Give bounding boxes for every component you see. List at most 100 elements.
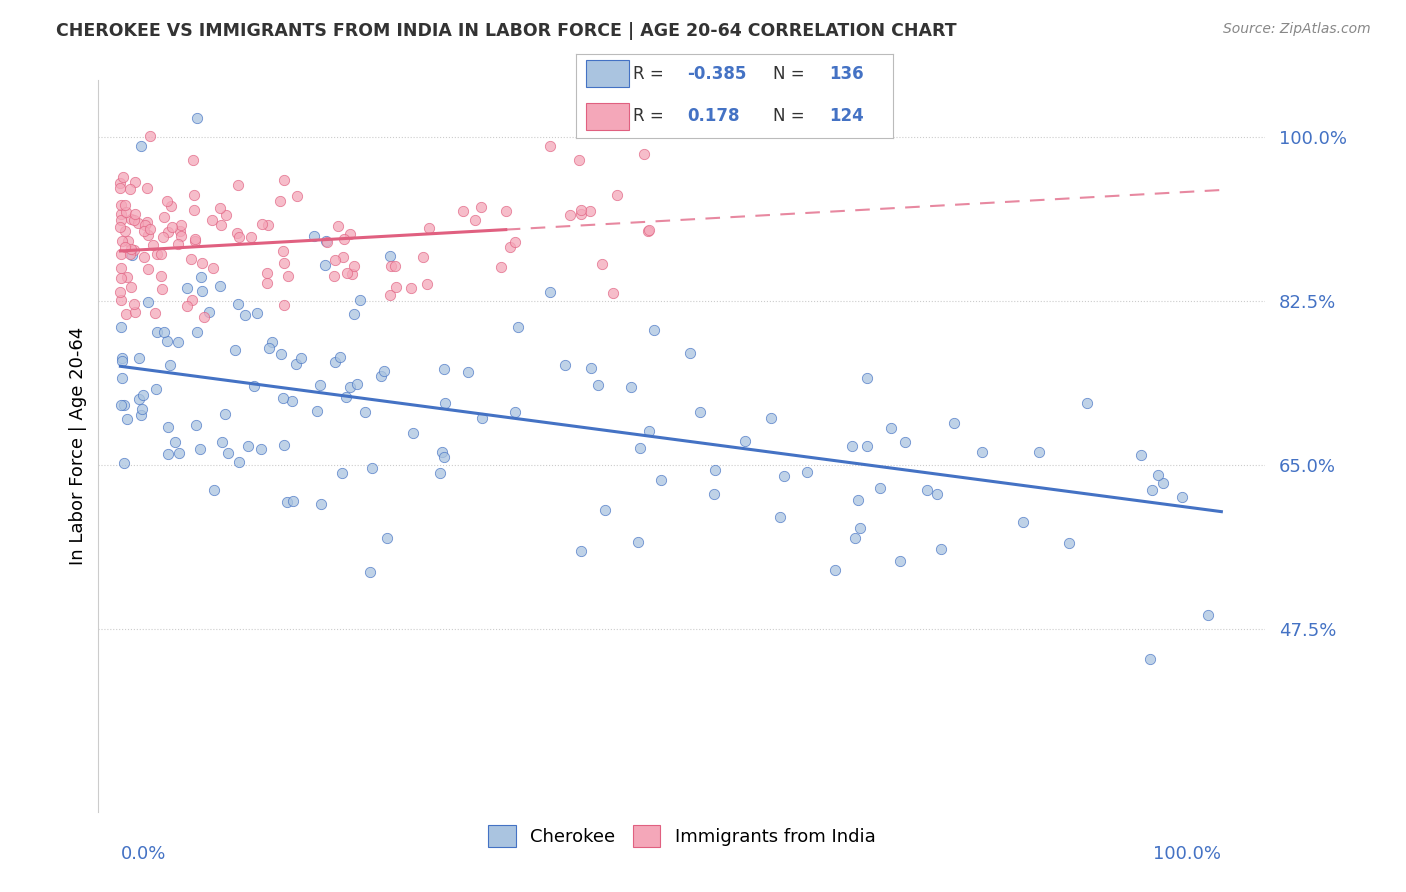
Point <box>127 216 149 230</box>
Text: CHEROKEE VS IMMIGRANTS FROM INDIA IN LABOR FORCE | AGE 20-64 CORRELATION CHART: CHEROKEE VS IMMIGRANTS FROM INDIA IN LAB… <box>56 22 957 40</box>
Point <box>170 218 193 232</box>
Point <box>579 203 602 218</box>
Point <box>503 404 526 418</box>
Point <box>704 463 727 477</box>
Point <box>184 418 207 433</box>
Point <box>281 394 304 409</box>
Point <box>315 235 337 249</box>
Text: -0.385: -0.385 <box>688 65 747 83</box>
Point <box>169 228 191 243</box>
Point <box>209 201 232 215</box>
Point <box>538 139 561 153</box>
Point <box>120 212 142 227</box>
Point <box>342 307 364 321</box>
Point <box>156 334 179 349</box>
Point <box>110 293 132 308</box>
Point <box>269 194 291 209</box>
Point <box>110 271 132 285</box>
Point <box>434 396 457 410</box>
Text: Source: ZipAtlas.com: Source: ZipAtlas.com <box>1223 22 1371 37</box>
Point <box>1057 535 1080 549</box>
Point <box>226 178 249 192</box>
Point <box>132 388 155 402</box>
Point <box>856 439 879 453</box>
Point <box>150 268 173 283</box>
Point <box>143 306 166 320</box>
Point <box>385 280 408 294</box>
Point <box>894 434 917 449</box>
Point <box>167 236 190 251</box>
Point <box>159 199 181 213</box>
Point <box>433 362 456 376</box>
Point <box>336 266 359 280</box>
Point <box>176 281 198 295</box>
Point <box>314 259 336 273</box>
Point <box>128 351 150 366</box>
Point <box>186 111 208 125</box>
Point <box>122 243 145 257</box>
Point <box>602 285 624 300</box>
Point <box>315 234 337 248</box>
Point <box>276 494 298 508</box>
Point <box>929 542 952 557</box>
Point <box>166 334 188 349</box>
Point <box>242 379 264 393</box>
Point <box>135 215 157 229</box>
Point <box>120 242 142 256</box>
Point <box>627 535 650 549</box>
Legend: Cherokee, Immigrants from India: Cherokee, Immigrants from India <box>481 817 883 854</box>
Point <box>239 230 262 244</box>
Point <box>110 247 132 261</box>
Point <box>849 521 872 535</box>
Point <box>224 343 246 357</box>
Point <box>633 147 655 161</box>
Point <box>637 224 659 238</box>
Point <box>111 370 134 384</box>
Point <box>114 205 136 219</box>
Point <box>373 364 395 378</box>
Point <box>273 173 295 187</box>
Text: 100.0%: 100.0% <box>1153 845 1222 863</box>
Point <box>202 261 225 276</box>
Point <box>277 269 299 284</box>
Point <box>159 359 181 373</box>
Point <box>228 297 250 311</box>
Point <box>273 298 295 312</box>
Point <box>638 223 661 237</box>
Point <box>111 351 134 366</box>
Point <box>869 481 891 495</box>
Point <box>193 310 215 325</box>
Bar <box>586 61 630 87</box>
Point <box>505 235 527 249</box>
Point <box>110 198 132 212</box>
Point <box>150 247 173 261</box>
Point <box>114 198 136 212</box>
Point <box>260 334 283 349</box>
Point <box>131 401 153 416</box>
Point <box>117 234 139 248</box>
Point <box>606 188 628 202</box>
Point <box>273 438 295 452</box>
Point <box>630 441 652 455</box>
Point <box>429 466 451 480</box>
Point <box>153 210 176 224</box>
Point <box>112 398 135 412</box>
Point <box>145 382 167 396</box>
Point <box>124 206 146 220</box>
Point <box>120 280 142 294</box>
Point <box>256 276 278 290</box>
Point <box>380 259 402 273</box>
Point <box>339 380 361 394</box>
Point <box>270 347 292 361</box>
Text: 0.178: 0.178 <box>688 107 740 125</box>
Point <box>354 405 377 419</box>
Point <box>183 234 205 248</box>
Point <box>183 188 205 202</box>
Text: R =: R = <box>633 65 669 83</box>
Point <box>703 486 725 500</box>
Point <box>309 378 332 392</box>
Point <box>380 288 402 302</box>
Point <box>644 323 666 337</box>
Point <box>402 425 425 440</box>
Point <box>339 227 361 241</box>
